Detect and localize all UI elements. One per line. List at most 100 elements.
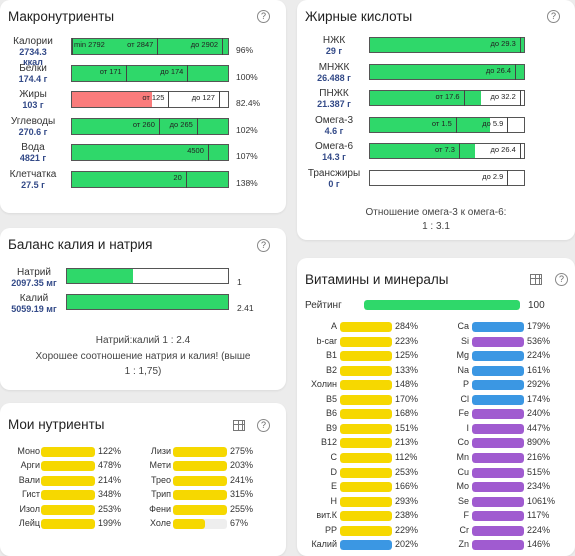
nutrient-bar bbox=[173, 461, 227, 472]
nutrient-percent: 82.4% bbox=[236, 98, 261, 108]
nutrient-bar-fill bbox=[370, 38, 524, 52]
nutrient-bar-fill bbox=[340, 496, 392, 507]
nutrient-bar bbox=[472, 409, 524, 420]
nutrient-name: E bbox=[330, 481, 337, 492]
nutrient-percent: 112% bbox=[395, 451, 418, 462]
nutrient-bar-fill bbox=[173, 447, 227, 457]
nutrient-label: НЖК 29 г bbox=[303, 36, 365, 57]
range-marker-label: до 26.4 bbox=[490, 145, 516, 154]
nutrient-name: Углеводы bbox=[10, 115, 56, 127]
my-nutrients-title: Мои нутриенты bbox=[8, 417, 105, 432]
nutrient-bar bbox=[340, 365, 392, 376]
nutrient-bar-fill bbox=[72, 92, 152, 107]
nutrient-bar-fill bbox=[173, 461, 227, 472]
vitamins-minerals-card: Витамины и минералы ? Рейтинг 100 A 284% b… bbox=[297, 258, 575, 556]
nutrient-bar-fill bbox=[340, 394, 392, 405]
nutrient-bar-fill bbox=[472, 409, 524, 420]
nutrient-bar-fill bbox=[173, 475, 227, 486]
table-icon[interactable] bbox=[233, 420, 245, 431]
nutrient-label: Калории 2734.3 ккал bbox=[4, 37, 62, 68]
nutrient-bar-fill bbox=[340, 482, 392, 493]
nutrient-name: Co bbox=[457, 437, 469, 448]
range-marker bbox=[519, 143, 521, 159]
nutrient-bar bbox=[472, 423, 524, 434]
nutrient-bar bbox=[340, 380, 392, 391]
nutrient-bar: от 171 до 174 bbox=[71, 64, 229, 82]
nutrient-percent: 890% bbox=[527, 437, 551, 448]
help-icon[interactable]: ? bbox=[547, 10, 560, 23]
nutrient-bar bbox=[41, 519, 95, 529]
nutrient-name: Трип bbox=[151, 489, 171, 500]
nutrient-bar-fill bbox=[472, 423, 524, 434]
nutrient-percent: 229% bbox=[395, 524, 419, 535]
nutrient-bar bbox=[41, 475, 95, 486]
nutrient-bar bbox=[340, 322, 392, 332]
nutrient-bar-fill bbox=[370, 64, 524, 79]
nutrient-bar bbox=[472, 467, 524, 478]
range-marker-label: до 2902 bbox=[190, 40, 219, 49]
nutrient-name: Ca bbox=[457, 321, 469, 331]
range-marker bbox=[168, 91, 170, 108]
nutrient-percent: 275% bbox=[230, 446, 254, 456]
ratio-value: 2.41 bbox=[237, 303, 254, 313]
nutrient-bar bbox=[340, 482, 392, 493]
nutrient-bar bbox=[340, 351, 392, 362]
nutrient-percent: 515% bbox=[527, 466, 551, 477]
nutrient-bar-fill bbox=[472, 394, 524, 405]
nutrient-amount: 2097.35 мг bbox=[11, 278, 57, 288]
help-icon[interactable]: ? bbox=[555, 273, 568, 286]
nutrient-name: Mg bbox=[456, 350, 469, 361]
nutrient-name: вит.К bbox=[316, 510, 337, 521]
nutrient-name: Mn bbox=[456, 451, 469, 462]
nutrient-bar-fill bbox=[370, 117, 491, 132]
nutrient-percent: 293% bbox=[395, 495, 419, 506]
range-marker-label: от 7.3 bbox=[434, 145, 455, 154]
nutrient-percent: 478% bbox=[98, 460, 122, 471]
table-icon[interactable] bbox=[530, 274, 542, 285]
range-marker-label: до 29.3 bbox=[490, 39, 516, 48]
nutrient-bar-fill bbox=[340, 322, 392, 332]
nutrient-percent: 203% bbox=[230, 460, 254, 471]
nutrient-bar-fill bbox=[340, 380, 392, 391]
nutrient-bar-fill bbox=[340, 336, 392, 347]
nutrient-bar: min 2792 от 2847 до 2902 bbox=[71, 38, 229, 55]
nutrient-bar-fill bbox=[340, 351, 392, 362]
nutrient-percent: 284% bbox=[395, 321, 419, 331]
nutrient-bar: 4500 bbox=[71, 144, 229, 161]
nutrient-bar-fill bbox=[472, 365, 524, 376]
nutrient-percent: 213% bbox=[395, 437, 419, 448]
nutrient-bar-fill bbox=[472, 351, 524, 362]
nutrient-percent: 216% bbox=[527, 451, 551, 462]
range-marker-label: 20 bbox=[173, 172, 182, 182]
range-marker-label: от 17.6 bbox=[435, 92, 460, 101]
balance-note-line1: Хорошее соотношение натрия и калия! (выш… bbox=[35, 351, 251, 362]
help-icon[interactable]: ? bbox=[257, 10, 270, 23]
nutrient-percent: 224% bbox=[527, 350, 551, 361]
nutrient-bar-fill bbox=[72, 171, 228, 187]
nutrient-bar bbox=[472, 336, 524, 347]
range-marker bbox=[207, 144, 209, 161]
nutrient-bar bbox=[472, 525, 524, 536]
nutrient-bar bbox=[173, 504, 227, 515]
nutrient-name: C bbox=[330, 451, 338, 462]
range-marker-label: от 171 bbox=[99, 66, 122, 76]
nutrient-bar-fill bbox=[472, 511, 524, 522]
nutrient-bar bbox=[41, 447, 95, 457]
sodium-potassium-ratio: Натрий:калий 1 : 2.4 bbox=[95, 335, 191, 346]
nutrient-bar: от 7.3 до 26.4 bbox=[369, 143, 525, 159]
nutrient-bar bbox=[340, 336, 392, 347]
nutrient-bar-fill bbox=[173, 519, 206, 529]
nutrient-bar: до 2.9 bbox=[369, 169, 525, 186]
nutrient-percent: 133% bbox=[395, 364, 419, 375]
nutrient-bar: от 125 до 127 bbox=[71, 91, 229, 108]
nutrient-name: P bbox=[462, 379, 469, 390]
help-icon[interactable]: ? bbox=[257, 239, 270, 252]
nutrient-percent: 348% bbox=[98, 489, 122, 500]
nutrient-label: Натрий 2097.35 мг bbox=[4, 268, 64, 289]
range-marker bbox=[519, 90, 521, 106]
help-icon[interactable]: ? bbox=[257, 419, 270, 432]
nutrient-percent: 199% bbox=[98, 518, 122, 528]
nutrient-name: H bbox=[330, 495, 338, 506]
nutrient-label: ПНЖК 21.387 г bbox=[303, 89, 365, 110]
nutrient-name: Клетчатка bbox=[9, 168, 57, 180]
